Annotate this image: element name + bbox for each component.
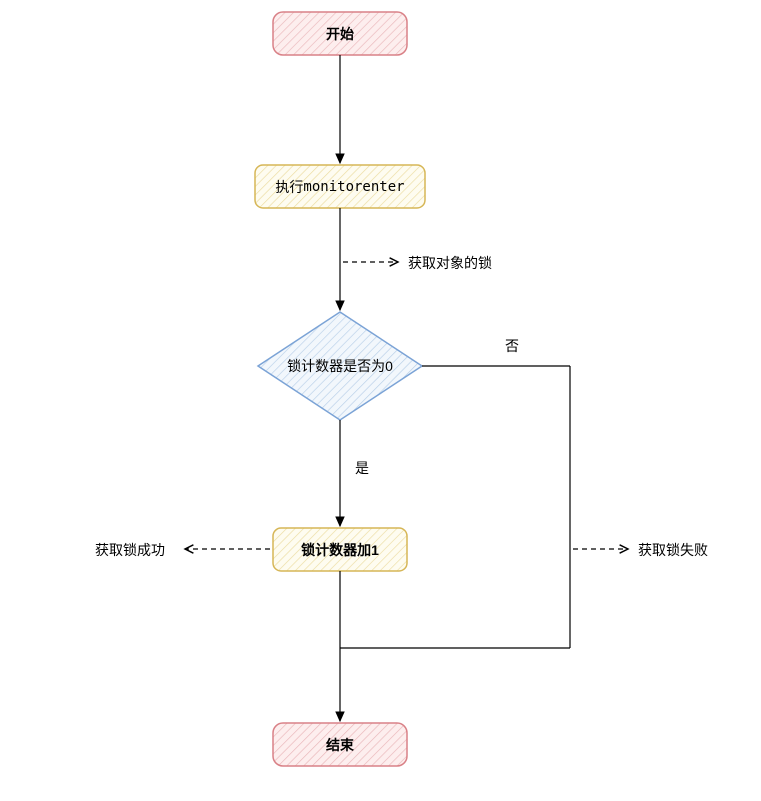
start-node: 开始 <box>273 12 407 55</box>
label-yes: 是 <box>355 458 369 478</box>
decision-node: 锁计数器是否为0 <box>258 312 422 420</box>
increment-node: 锁计数器加1 <box>273 528 407 571</box>
monitor-prefix: 执行 <box>275 177 303 197</box>
end-label: 结束 <box>326 735 354 755</box>
monitor-node: 执行 monitorenter <box>255 165 425 208</box>
label-success: 获取锁成功 <box>95 540 165 560</box>
label-get-lock: 获取对象的锁 <box>408 253 492 273</box>
start-label: 开始 <box>326 24 354 44</box>
increment-label: 锁计数器加1 <box>301 540 379 560</box>
end-node: 结束 <box>273 723 407 766</box>
monitor-code: monitorenter <box>303 179 404 195</box>
label-no: 否 <box>505 336 519 356</box>
label-fail: 获取锁失败 <box>638 540 708 560</box>
decision-label: 锁计数器是否为0 <box>287 356 393 376</box>
